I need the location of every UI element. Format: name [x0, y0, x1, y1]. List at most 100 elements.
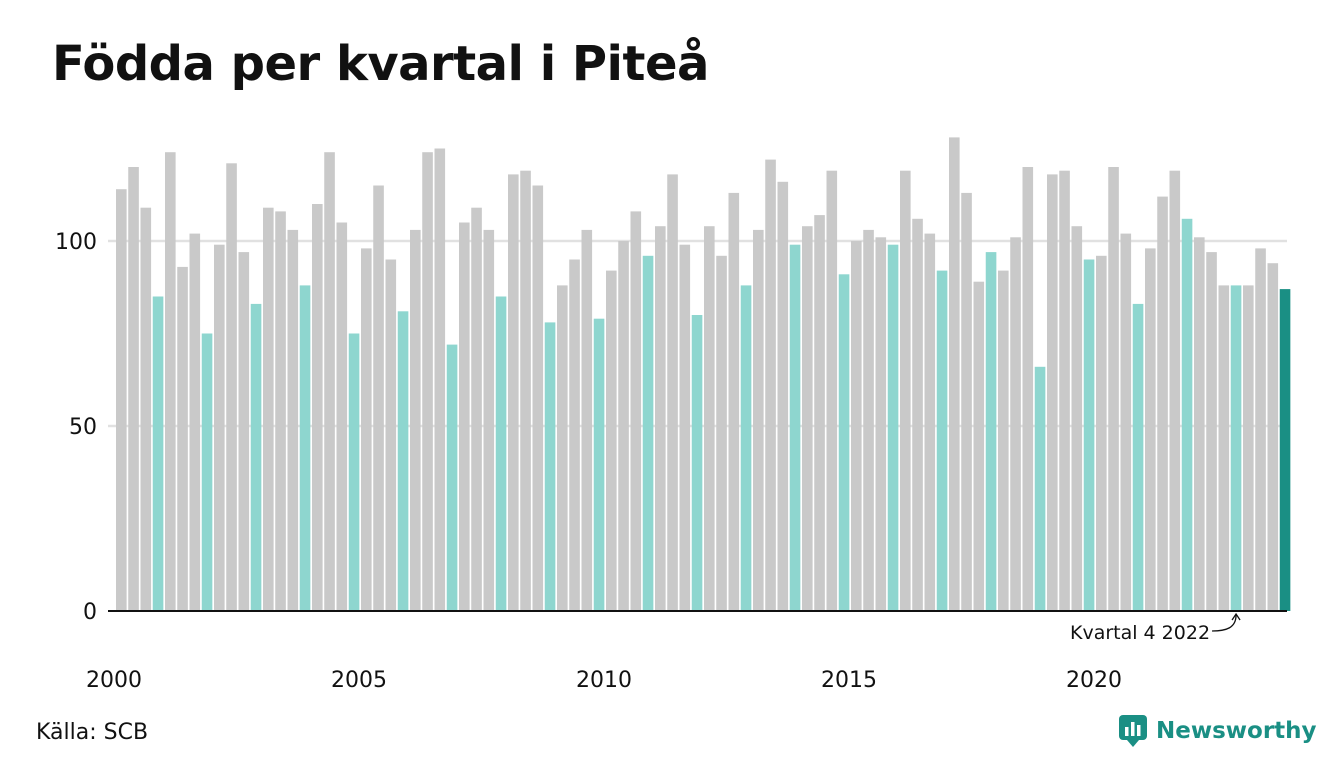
- annotation-label: Kvartal 4 2022: [1070, 622, 1210, 644]
- bar: [557, 285, 568, 611]
- bar: [851, 241, 862, 611]
- bar: [863, 229, 874, 611]
- bar: [1267, 263, 1279, 611]
- bar: [385, 259, 397, 611]
- bar: [177, 266, 188, 611]
- bar: [1255, 248, 1266, 611]
- bar: [140, 207, 152, 611]
- annotation-arrowhead: [1231, 612, 1241, 621]
- bar: [569, 259, 580, 611]
- bar: [471, 207, 482, 611]
- bar: [1157, 196, 1168, 611]
- bar: [887, 244, 899, 611]
- bar: [826, 170, 838, 611]
- bar: [410, 229, 421, 611]
- bar: [606, 270, 617, 611]
- bar: [777, 181, 789, 612]
- bar: [532, 185, 544, 611]
- brand[interactable]: Newsworthy: [1118, 714, 1317, 748]
- bar: [789, 244, 801, 611]
- bar: [483, 229, 495, 611]
- bar: [704, 226, 715, 611]
- bar: [544, 322, 556, 611]
- bar: [263, 207, 274, 611]
- bars: [116, 137, 1291, 612]
- bar: [679, 244, 691, 611]
- x-tick-label: 2015: [821, 668, 877, 693]
- axes: 0 50 100 2000 2005 2010 2015 2020: [55, 230, 1287, 693]
- bar: [1169, 170, 1181, 611]
- x-tick-label: 2005: [331, 668, 387, 693]
- bar: [165, 152, 176, 611]
- bar: [1083, 259, 1095, 611]
- bar: [912, 218, 923, 612]
- bar: [459, 222, 470, 611]
- bar: [1181, 218, 1193, 612]
- bar: [152, 296, 164, 611]
- bar: [189, 233, 201, 611]
- bar: [691, 315, 703, 611]
- bar: [312, 204, 323, 611]
- bar: [667, 174, 678, 611]
- chart-title: Födda per kvartal i Piteå: [52, 36, 709, 92]
- bar: [581, 229, 593, 611]
- source-note: Källa: SCB: [36, 720, 149, 745]
- bar: [1034, 366, 1046, 611]
- x-tick-label: 2000: [86, 668, 142, 693]
- bar: [1096, 255, 1107, 612]
- bar: [373, 185, 384, 611]
- bar: [1194, 237, 1205, 612]
- bar: [838, 274, 850, 611]
- bar: [446, 344, 458, 611]
- y-tick-label: 50: [69, 415, 97, 440]
- bar: [1071, 226, 1083, 611]
- bar: [299, 285, 311, 611]
- bar: [985, 252, 997, 611]
- bar: [593, 318, 605, 611]
- bar: [740, 285, 752, 611]
- bar: [250, 303, 262, 611]
- bar: [238, 252, 250, 611]
- bar: [998, 270, 1009, 611]
- bar: [1010, 237, 1021, 612]
- bar: [508, 174, 519, 611]
- bar: [961, 192, 972, 611]
- y-tick-label: 0: [83, 600, 97, 625]
- bar: [1059, 170, 1070, 611]
- bar: [900, 170, 911, 611]
- bar: [949, 137, 960, 611]
- bar: [618, 241, 629, 611]
- bar: [201, 333, 213, 611]
- bar: [1218, 285, 1230, 611]
- bar: [214, 244, 225, 611]
- bar: [397, 311, 409, 611]
- brand-name: Newsworthy: [1156, 718, 1317, 744]
- bar: [765, 159, 776, 611]
- bar: [348, 333, 360, 611]
- bar: [1206, 252, 1217, 611]
- bar: [336, 222, 348, 611]
- bar: [802, 226, 813, 611]
- bar: [655, 226, 666, 611]
- newsworthy-logo-icon: [1119, 715, 1147, 747]
- bar: [422, 152, 433, 611]
- bar: [728, 192, 740, 611]
- bar: [1243, 285, 1254, 611]
- bar: [1230, 285, 1242, 611]
- annotation-arrow: [1212, 614, 1237, 632]
- bar-chart: 0 50 100 2000 2005 2010 2015 2020 Kvartal 4 202…: [55, 137, 1291, 693]
- bar: [642, 255, 654, 612]
- bar: [716, 255, 727, 612]
- bar: [814, 215, 825, 611]
- bar: [1120, 233, 1132, 611]
- bar: [1047, 174, 1058, 611]
- y-tick-label: 100: [55, 230, 97, 255]
- bar: [875, 237, 887, 612]
- bar: [324, 152, 335, 611]
- bar: [1132, 303, 1144, 611]
- bar: [936, 270, 948, 611]
- bar: [128, 167, 139, 611]
- bar: [630, 211, 642, 611]
- bar: [434, 148, 446, 611]
- bar: [495, 296, 507, 611]
